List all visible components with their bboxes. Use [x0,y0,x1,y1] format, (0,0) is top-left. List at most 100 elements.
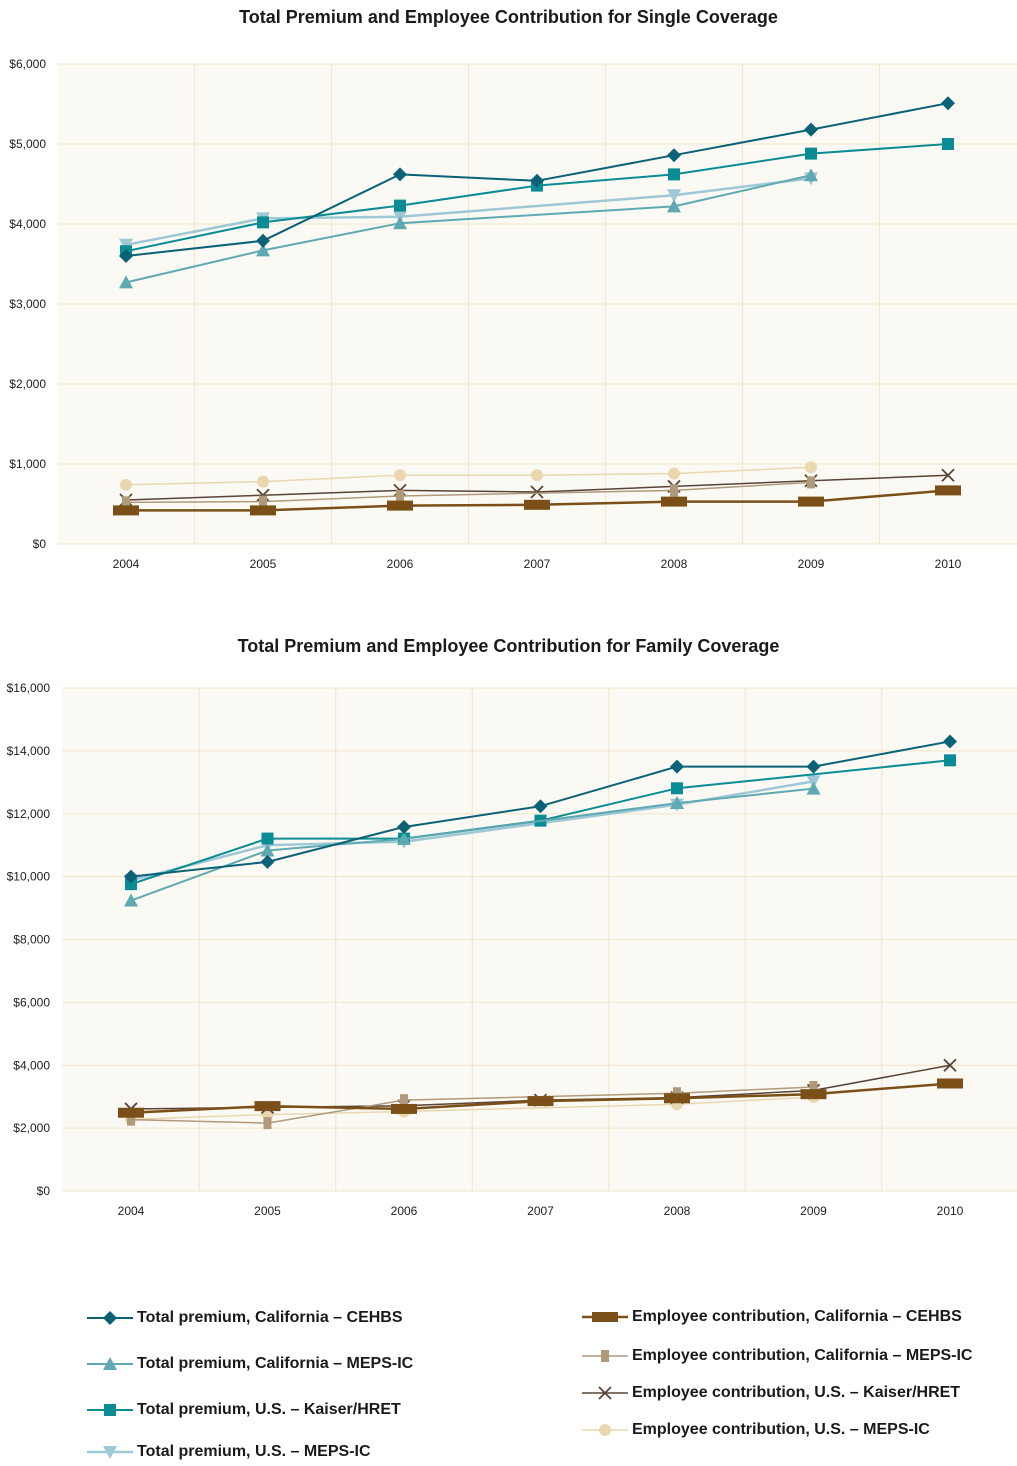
data-point [394,199,406,212]
y-tick-label: $1,000 [9,457,46,471]
series-employee-contribution-california-cehbs [118,1078,963,1118]
data-point [260,854,275,869]
data-point [943,734,957,749]
data-point [257,475,269,488]
data-point [667,199,681,213]
data-point [400,1094,408,1107]
data-point [119,275,133,289]
legend-marker-shape [104,1404,116,1416]
data-point [397,819,411,834]
legend-marker [87,1357,133,1370]
series-employee-contribution-u-s-meps-ic [120,461,817,491]
series-line [125,466,812,486]
data-point [807,476,815,489]
gridlines [58,63,1017,545]
data-point [119,249,133,263]
legend-item-total-ca-meps: Total premium, California – MEPS-IC [85,1352,413,1376]
data-point [798,496,824,507]
legend-label: Employee contribution, U.S. – MEPS-IC [632,1421,930,1438]
y-tick-label: $12,000 [7,807,51,821]
legend-label: Total premium, U.S. – MEPS-IC [137,1443,371,1460]
gridlines [62,687,1017,1192]
y-tick-label: $0 [33,537,47,551]
y-tick-label: $2,000 [9,377,46,391]
data-point [530,485,544,499]
y-tick-label: $0 [37,1184,51,1198]
x-tick-label: 2009 [800,1204,827,1218]
x-tick-label: 2008 [664,1204,691,1218]
data-point [667,148,681,163]
legend-item-total-ca-cehbs: Total premium, California – CEHBS [85,1306,403,1330]
data-point [944,754,956,767]
data-point [118,1107,144,1118]
data-point [113,505,139,516]
data-point [256,243,270,257]
legend-marker-shape [601,1350,609,1362]
y-tick-label: $6,000 [13,995,50,1009]
legend-marker [87,1404,133,1416]
legend-label: Employee contribution, California – MEPS… [632,1347,973,1364]
data-point [673,1087,681,1100]
data-point [397,831,411,845]
data-point [396,490,404,502]
data-point [942,138,954,150]
series-employee-contribution-california-cehbs [113,485,961,516]
data-point [809,1080,818,1093]
x-tick-label: 2005 [250,557,277,571]
data-point [671,782,683,795]
data-point [670,484,678,497]
data-point [527,1096,554,1107]
legend-marker-shape [103,1311,117,1325]
data-point [257,216,269,229]
x-tick-label: 2004 [118,1204,145,1218]
data-point [941,468,955,482]
data-point [941,96,955,111]
series-total-premium-california-meps-ic [119,168,818,289]
legend-label: Total premium, California – MEPS-IC [137,1355,414,1372]
legend-item-emp-us-meps: Employee contribution, U.S. – MEPS-IC [580,1418,930,1442]
data-point [664,1093,690,1104]
series-total-premium-california-cehbs [124,734,957,884]
y-tick-label: $8,000 [13,933,50,947]
data-point [805,461,817,474]
data-point [387,500,413,511]
x-tick-label: 2004 [113,557,140,571]
data-point [800,1089,827,1100]
data-point [256,233,270,248]
series-employee-contribution-california-meps-ic [127,1080,818,1130]
y-tick-label: $3,000 [9,297,46,311]
series-total-premium-california-cehbs [119,96,955,263]
legend-item-emp-ca-meps: Employee contribution, California – MEPS… [580,1344,972,1368]
y-tick-label: $6,000 [9,57,46,71]
data-point [530,173,544,188]
legend-marker [582,1386,628,1400]
family-coverage-chart: $0 $2,000 $4,000 $6,000 $8,000 $10,000 $12,000… [7,681,1017,1218]
x-tick-label: 2008 [661,557,688,571]
legend-label: Total premium, California – CEHBS [137,1309,403,1326]
x-tick-label: 2010 [935,557,962,571]
data-point [127,1113,135,1126]
legend-marker-shape [592,1312,618,1322]
data-point [804,122,818,137]
x-tick-label: 2006 [391,1204,418,1218]
legend-label: Employee contribution, U.S. – Kaiser/HRE… [632,1384,961,1401]
data-point [935,485,961,496]
data-point [391,1103,417,1114]
legend-label: Employee contribution, California – CEHB… [632,1308,962,1325]
data-point [120,478,132,491]
data-point [393,216,407,230]
data-point [670,796,684,810]
x-tick-label: 2007 [527,1204,554,1218]
y-tick-label: $5,000 [9,137,46,151]
data-point [124,893,138,907]
legend-marker [582,1350,628,1362]
legend-marker [87,1311,133,1325]
data-point [524,499,550,510]
legend-marker-shape [598,1386,612,1400]
data-point [943,1058,957,1072]
chart-title-family: Total Premium and Employee Contribution … [237,636,780,656]
data-point [806,781,821,795]
data-point [668,168,680,181]
legend-item-total-us-meps: Total premium, U.S. – MEPS-IC [85,1440,371,1464]
data-point [125,878,137,891]
